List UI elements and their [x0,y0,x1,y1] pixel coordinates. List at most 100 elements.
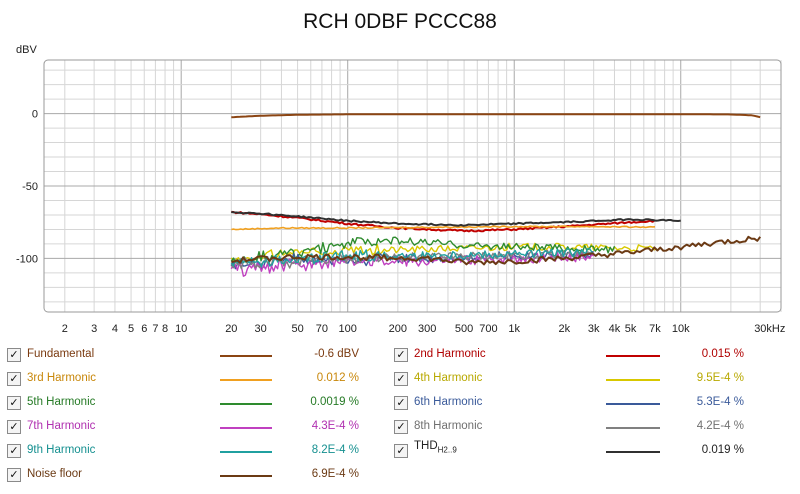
legend-label: Fundamental [27,348,95,360]
legend-label: 2nd Harmonic [414,348,486,360]
x-tick-label: 2k [559,323,571,335]
legend-swatch [606,451,660,453]
x-tick-label: 5k [625,323,637,335]
x-tick-label: 10k [672,323,690,335]
legend-swatch [220,403,272,405]
x-tick-label: 3k [588,323,600,335]
series-line-thd [231,211,681,227]
legend-swatch [220,379,272,381]
x-tick-label: 700 [479,323,497,335]
x-tick-label: 2 [62,323,68,335]
legend-value: 0.0019 % [310,396,359,408]
series-line-9th-harmonic [230,247,595,268]
legend-item-6th-harmonic[interactable]: ✓ 6th Harmonic 5.3E-4 % [394,394,748,414]
legend-label: Noise floor [27,468,82,480]
checkbox[interactable]: ✓ [394,396,408,410]
x-tick-label: 1k [508,323,520,335]
legend-value: 6.9E-4 % [311,468,359,480]
x-tick-label: 4k [609,323,621,335]
legend-item-5th-harmonic[interactable]: ✓ 5th Harmonic 0.0019 % [7,394,367,414]
x-tick-label: 6 [141,323,147,335]
x-tick-label: 50 [291,323,303,335]
checkbox[interactable]: ✓ [394,348,408,362]
legend-swatch [606,355,660,357]
legend-label: 5th Harmonic [27,396,96,408]
checkbox[interactable]: ✓ [7,348,21,362]
x-tick-label: 20 [225,323,237,335]
x-tick-label: 30kHz [754,323,785,335]
y-tick-label: -100 [16,253,38,265]
legend-value: 4.2E-4 % [696,420,744,432]
legend-value: 5.3E-4 % [696,396,744,408]
legend-label: 4th Harmonic [414,372,483,384]
legend-label: 7th Harmonic [27,420,96,432]
grid-lines [44,60,782,312]
legend-item-2nd-harmonic[interactable]: ✓ 2nd Harmonic 0.015 % [394,346,748,366]
x-tick-label: 30 [255,323,267,335]
legend-swatch [220,427,272,429]
y-tick-label: -50 [22,181,38,193]
x-tick-label: 200 [389,323,407,335]
legend-item-fundamental[interactable]: ✓ Fundamental -0.6 dBV [7,346,367,366]
legend-item-7th-harmonic[interactable]: ✓ 7th Harmonic 4.3E-4 % [7,418,367,438]
legend-swatch [606,403,660,405]
plot-area: dBV 0 -50 -100 2 3 4 5 6 7 8 10 20 30 50 70 100 200 300 5… [16,44,786,335]
checkbox[interactable]: ✓ [7,468,21,482]
legend-value: 4.3E-4 % [311,420,359,432]
checkbox[interactable]: ✓ [7,444,21,458]
y-axis-label: dBV [16,44,37,56]
y-tick-labels: 0 -50 -100 [16,109,38,266]
checkbox[interactable]: ✓ [394,420,408,434]
legend-item-4th-harmonic[interactable]: ✓ 4th Harmonic 9.5E-4 % [394,370,748,390]
thd-label-main: THD [414,440,438,452]
series-line-noise-floor [231,235,762,266]
x-tick-label: 5 [128,323,134,335]
plot-frame [43,59,782,313]
legend-value: -0.6 dBV [314,348,359,360]
x-tick-label: 70 [316,323,328,335]
legend-label: THDH2..9 [414,440,457,454]
x-tick-label: 500 [455,323,473,335]
legend-label: 8th Harmonic [414,420,483,432]
x-tick-label: 8 [162,323,168,335]
x-tick-labels: 2 3 4 5 6 7 8 10 20 30 50 70 100 200 300 500 700 1k 2k 3k 4k… [62,323,786,335]
x-tick-label: 7k [649,323,661,335]
series-line-4th-harmonic [230,242,656,264]
series-lines [230,113,762,277]
checkbox[interactable]: ✓ [7,396,21,410]
chart-title: RCH 0DBF PCCC88 [303,10,497,33]
legend-swatch [220,451,272,453]
x-tick-label: 300 [418,323,436,335]
thd-label-subscript: H2..9 [437,445,457,455]
legend-value: 0.012 % [316,372,359,384]
legend-label: 3rd Harmonic [27,372,97,384]
legend-swatch [220,475,272,477]
legend-item-8th-harmonic[interactable]: ✓ 8th Harmonic 4.2E-4 % [394,418,748,438]
legend-value: 8.2E-4 % [311,444,359,456]
checkbox[interactable]: ✓ [7,372,21,386]
y-tick-label: 0 [32,109,38,121]
legend-value: 0.019 % [701,444,744,456]
legend-item-thd[interactable]: ✓ THDH2..9 0.019 % [394,440,748,462]
legend-item-noise-floor[interactable]: ✓ Noise floor 6.9E-4 % [7,466,367,486]
x-tick-label: 7 [152,323,158,335]
x-tick-label: 3 [91,323,97,335]
legend-value: 9.5E-4 % [696,372,744,384]
checkbox[interactable]: ✓ [394,372,408,386]
x-tick-label: 100 [339,323,357,335]
checkbox[interactable]: ✓ [7,420,21,434]
legend-item-9th-harmonic[interactable]: ✓ 9th Harmonic 8.2E-4 % [7,442,367,462]
legend-value: 0.015 % [701,348,744,360]
series-line-3rd-harmonic [231,225,656,231]
x-tick-label: 4 [112,323,118,335]
legend-label: 9th Harmonic [27,444,96,456]
legend-swatch [220,355,272,357]
legend-label: 6th Harmonic [414,396,483,408]
legend-item-3rd-harmonic[interactable]: ✓ 3rd Harmonic 0.012 % [7,370,367,390]
x-tick-label: 10 [175,323,187,335]
legend-swatch [606,379,660,381]
series-line-8th-harmonic [230,249,595,270]
checkbox[interactable]: ✓ [394,444,408,458]
legend-swatch [606,427,660,429]
series-line-fundamental [231,113,761,119]
